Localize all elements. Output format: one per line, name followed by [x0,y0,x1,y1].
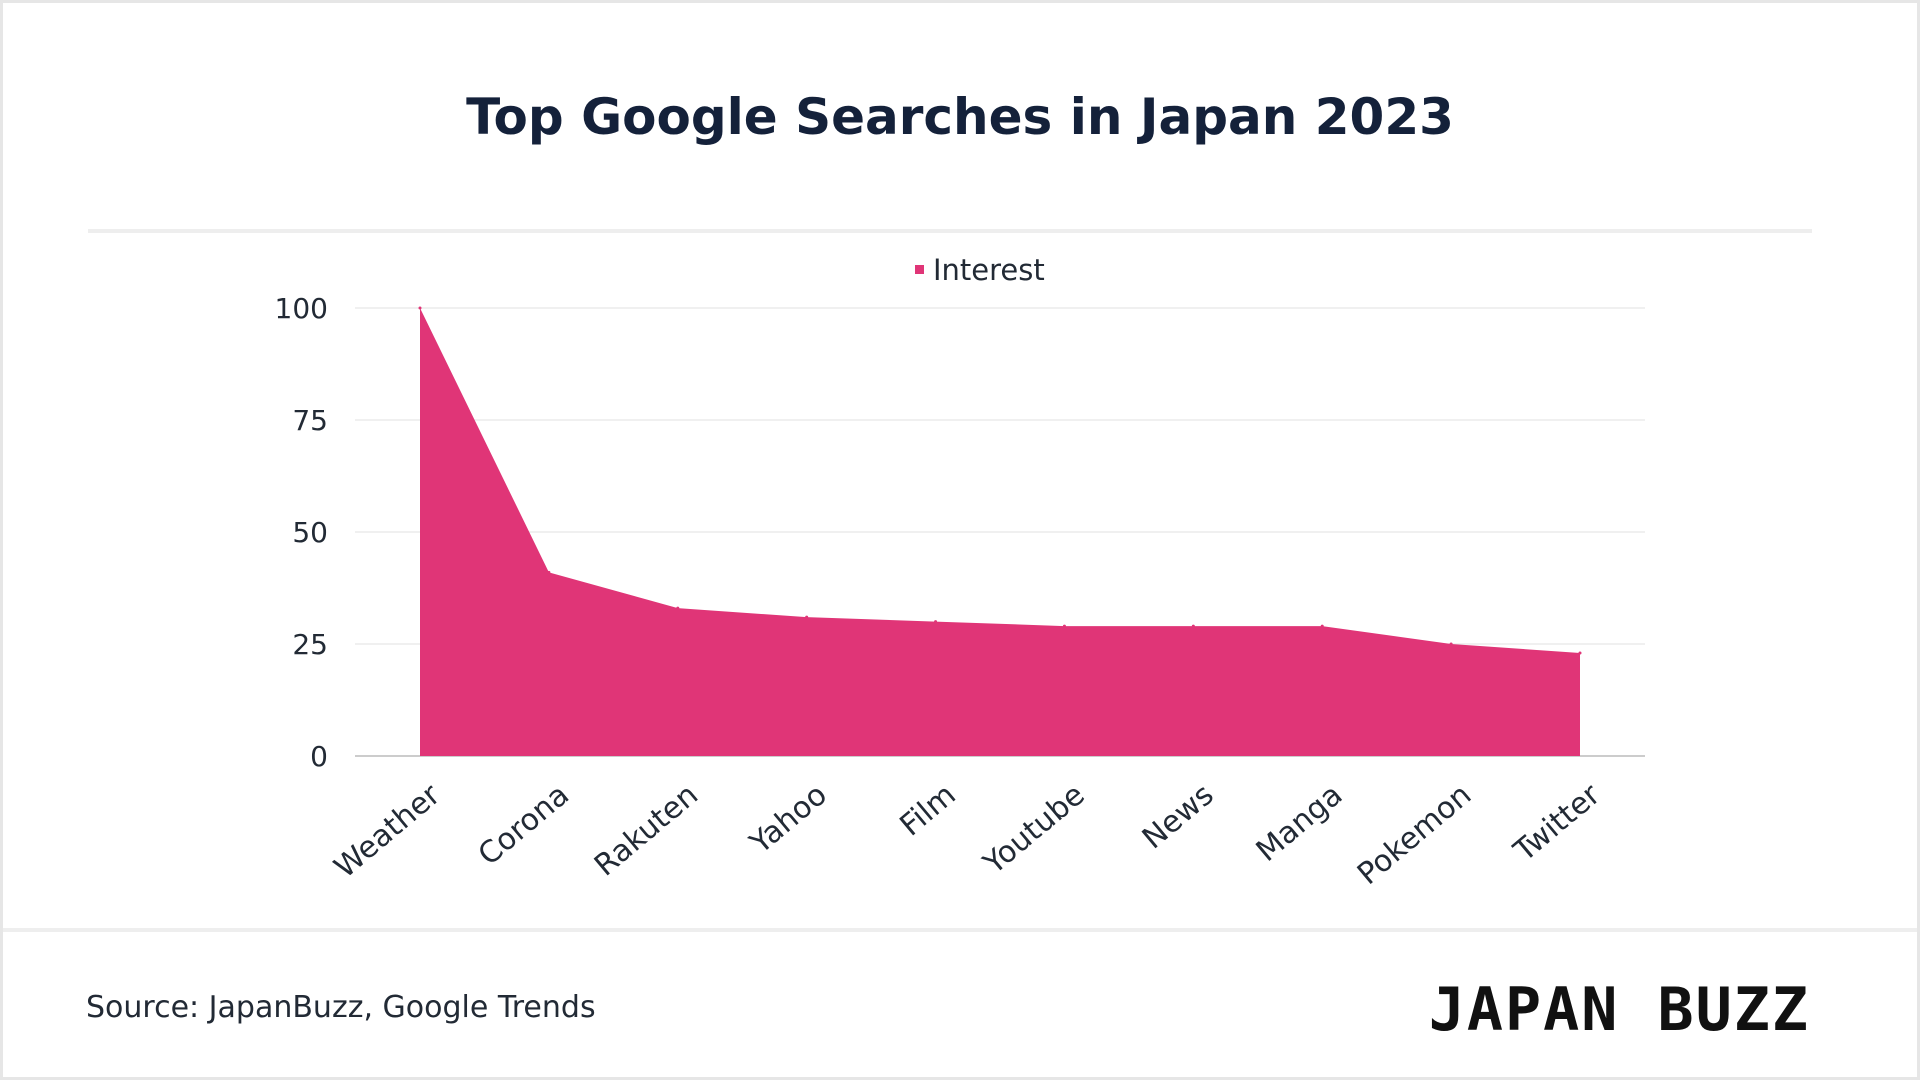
title-divider [88,229,1812,233]
chart-area: 0 25 50 75 100 Weather Corona Rakuten Yahoo Film Y… [0,240,1920,920]
data-point [1320,624,1324,628]
y-tick-label: 0 [310,740,328,773]
y-tick-label: 75 [292,404,328,437]
area-chart: 0 25 50 75 100 Weather Corona Rakuten Yahoo Film Y… [275,253,1645,892]
data-point [547,570,551,574]
x-tick-label: Twitter [1507,777,1608,870]
y-tick-label: 100 [275,292,328,325]
source-note: Source: JapanBuzz, Google Trends [86,990,596,1025]
x-tick-label: News [1136,777,1221,856]
y-tick-label: 50 [292,516,328,549]
x-tick-label: Yahoo [743,777,834,861]
data-point [1449,642,1453,646]
x-tick-label: Weather [328,777,448,885]
footer-divider [3,928,1917,932]
area-series-interest [420,308,1580,756]
x-tick-label: Youtube [976,777,1091,882]
x-tick-label: Pokemon [1351,777,1478,892]
x-tick-label: Film [893,777,962,843]
data-point [934,620,938,624]
data-point [805,615,809,619]
x-tick-label: Corona [472,777,576,872]
data-point [418,306,422,310]
data-point [1578,651,1582,655]
y-tick-label: 25 [292,628,328,661]
x-tick-label: Rakuten [588,777,705,883]
data-point [676,606,680,610]
legend-swatch [915,265,924,274]
japan-buzz-logo: JAPAN BUZZ [1428,975,1810,1045]
chart-title: Top Google Searches in Japan 2023 [466,88,1454,146]
data-point [1191,624,1195,628]
legend-label: Interest [933,253,1045,287]
data-point [1062,624,1066,628]
x-tick-label: Manga [1250,777,1350,869]
legend: Interest [915,253,1045,287]
